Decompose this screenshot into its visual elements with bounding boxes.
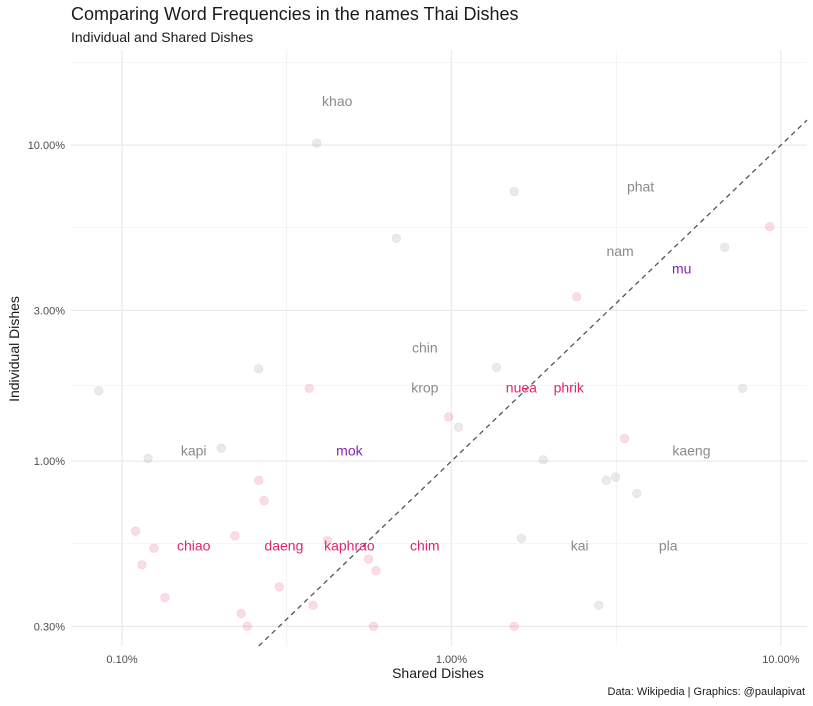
scatter-point xyxy=(509,621,519,632)
word-label: khao xyxy=(322,93,353,109)
scatter-point xyxy=(368,621,379,632)
x-tick-label: 0.10% xyxy=(106,654,137,666)
word-label: phat xyxy=(627,178,654,194)
x-tick-label: 1.00% xyxy=(436,654,467,666)
word-label: krop xyxy=(411,380,438,396)
word-label: kai xyxy=(571,538,589,554)
scatter-point xyxy=(765,221,775,232)
scatter-point xyxy=(216,443,226,453)
scatter-point xyxy=(572,292,582,302)
scatter-point xyxy=(610,472,621,482)
scatter-point xyxy=(137,560,147,570)
word-label: nam xyxy=(606,243,633,259)
scatter-point xyxy=(304,383,314,394)
scatter-point xyxy=(719,242,730,252)
data-points xyxy=(94,138,775,632)
scatter-point xyxy=(391,233,401,244)
scatter-point xyxy=(242,621,252,632)
scatter-point xyxy=(516,533,527,543)
scatter-point xyxy=(491,362,502,373)
word-labels: khao phat nam mu chin krop nuea phrik kapi mok kae… xyxy=(177,93,711,554)
y-tick-label: 10.00% xyxy=(28,140,66,152)
scatter-point xyxy=(371,566,381,576)
chart-title: Comparing Word Frequencies in the names … xyxy=(71,4,519,24)
scatter-point xyxy=(322,536,333,546)
scatter-point xyxy=(236,608,246,618)
grid-lines xyxy=(71,50,807,646)
scatter-point xyxy=(254,364,264,374)
scatter-point xyxy=(619,433,630,444)
word-label: kapi xyxy=(181,443,207,459)
word-label: chim xyxy=(410,538,440,554)
scatter-point xyxy=(632,488,642,499)
y-tick-label: 0.30% xyxy=(34,621,65,633)
diagonal-reference-line xyxy=(258,119,808,647)
scatter-point xyxy=(94,386,104,396)
word-label: nuea xyxy=(506,380,537,396)
scatter-point xyxy=(254,475,264,485)
scatter-point xyxy=(312,138,322,148)
word-label: chiao xyxy=(177,538,211,554)
scatter-point xyxy=(737,383,748,394)
tick-labels: 0.10% 1.00% 10.00% 0.30% 1.00% 3.00% 10.00% xyxy=(28,140,800,666)
chart-caption: Data: Wikipedia | Graphics: @paulapivat xyxy=(607,686,805,698)
word-label: chin xyxy=(412,339,438,355)
scatter-point xyxy=(274,582,284,592)
scatter-point xyxy=(230,531,240,541)
scatter-point xyxy=(363,554,374,564)
scatter-point xyxy=(308,600,318,610)
scatter-point xyxy=(594,600,604,610)
word-label: pla xyxy=(659,538,678,554)
word-label: phrik xyxy=(554,380,585,396)
scatter-point xyxy=(453,422,464,432)
reference-line xyxy=(258,119,808,647)
word-label: daeng xyxy=(264,538,303,554)
scatter-point xyxy=(443,412,454,422)
scatter-point xyxy=(143,453,153,464)
y-axis-title: Individual Dishes xyxy=(6,296,22,402)
word-label: kaeng xyxy=(672,443,710,459)
y-tick-label: 3.00% xyxy=(34,305,65,317)
word-label: mu xyxy=(672,260,691,276)
word-label: mok xyxy=(336,443,363,459)
scatter-point xyxy=(160,592,170,603)
scatter-point xyxy=(538,455,549,465)
scatter-point xyxy=(130,526,141,536)
y-tick-label: 1.00% xyxy=(34,456,65,468)
scatter-point xyxy=(601,475,611,485)
x-tick-label: 10.00% xyxy=(762,654,800,666)
word-label: kaphrao xyxy=(324,538,375,554)
x-axis-title: Shared Dishes xyxy=(392,665,484,681)
scatter-point xyxy=(259,495,269,506)
scatter-point xyxy=(149,543,159,553)
scatter-point xyxy=(509,186,519,197)
chart-subtitle: Individual and Shared Dishes xyxy=(71,29,254,45)
